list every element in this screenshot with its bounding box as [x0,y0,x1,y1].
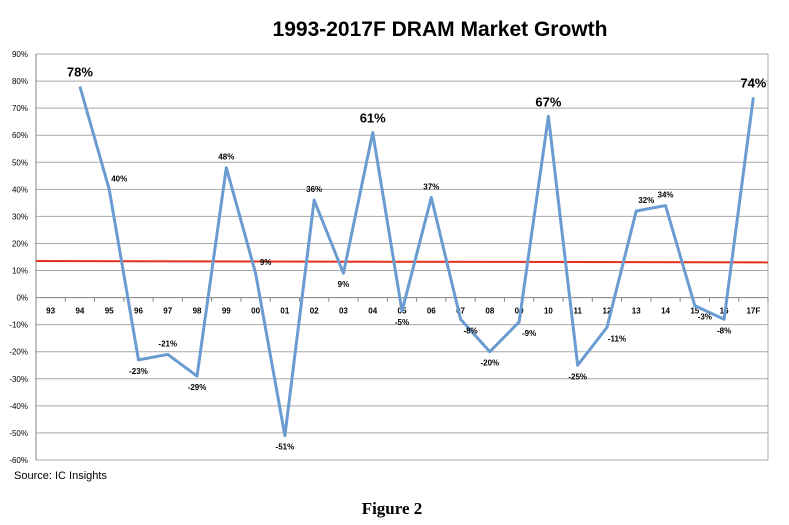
y-tick-label: 70% [12,104,28,113]
data-labels: 78% 40% -23% -21% -29% 48% 9% -51% 36% 9% 61% -5% 37… [67,64,767,451]
y-tick-label: -30% [9,375,28,384]
x-tick-label: 17F [746,307,760,316]
y-tick-label: 40% [12,185,28,194]
data-label: 37% [423,182,439,191]
data-label: 48% [218,153,234,162]
gridlines [35,53,769,461]
x-tick-label: 99 [222,307,231,316]
series-line [78,86,755,438]
data-label: 67% [535,94,561,109]
x-tick-label: 94 [75,307,84,316]
data-label: 32% [638,196,654,205]
data-label: 78% [67,64,93,79]
x-tick-label: 06 [427,307,436,316]
x-tick-label: 07 [456,307,465,316]
y-tick-label: 0% [16,294,28,303]
chart-title: 1993-2017F DRAM Market Growth [273,18,608,41]
data-label: 36% [306,185,322,194]
y-tick-label: -10% [9,321,28,330]
y-tick-label: -60% [9,456,28,465]
x-tick-label: 97 [163,307,172,316]
y-tick-label: 90% [12,50,28,59]
data-label: 9% [260,258,272,267]
figure-caption: Figure 2 [362,499,423,518]
x-tick-label: 96 [134,307,143,316]
y-tick-label: 50% [12,158,28,167]
data-label: -9% [522,329,536,338]
x-tick-label: 08 [485,307,494,316]
y-tick-label: 20% [12,239,28,248]
x-tick-label: 04 [368,307,377,316]
source-note: Source: IC Insights [14,470,107,482]
y-tick-label: 30% [12,212,28,221]
x-tick-label: 14 [661,307,670,316]
x-tick-label: 95 [105,307,114,316]
data-label: -8% [717,326,731,335]
data-label: -51% [276,443,295,452]
y-axis: 90% 80% 70% 60% 50% 40% 30% 20% 10% 0% -10% -20% -30… [9,50,28,465]
x-tick-label: 03 [339,307,348,316]
x-tick-label: 01 [280,307,289,316]
data-label: -8% [463,326,477,335]
y-tick-label: -40% [9,402,28,411]
data-label: -3% [698,313,712,322]
y-tick-label: 80% [12,77,28,86]
data-label: -25% [568,372,587,381]
y-tick-label: 60% [12,131,28,140]
data-label: 9% [338,280,350,289]
x-tick-label: 13 [632,307,641,316]
data-label: 74% [740,75,766,90]
data-label: 40% [111,174,127,183]
x-tick-label: 12 [603,307,612,316]
x-tick-label: 93 [46,307,55,316]
data-label: -11% [608,334,626,343]
data-label: -21% [158,339,177,348]
y-tick-label: -20% [9,348,28,357]
x-tick-label: 00 [251,307,260,316]
y-tick-label: -50% [9,429,28,438]
x-tick-label: 10 [544,307,553,316]
data-label: -20% [480,359,499,368]
x-tick-label: 02 [310,307,319,316]
y-tick-label: 10% [12,267,28,276]
data-label: -29% [188,383,207,392]
data-label: 61% [360,110,386,125]
data-label: 34% [658,191,674,200]
trend-line [35,260,769,264]
data-label: -23% [129,367,148,376]
x-tick-label: 98 [193,307,202,316]
x-tick-label: 11 [573,307,582,316]
data-label: -5% [395,318,409,327]
x-tick-label: 15 [690,307,699,316]
